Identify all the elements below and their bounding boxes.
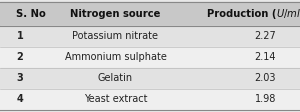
- Bar: [0, 2, 300, 26]
- Text: Gelatin: Gelatin: [98, 73, 133, 83]
- Bar: [0, 68, 300, 89]
- Text: 3: 3: [16, 73, 23, 83]
- Text: 2.03: 2.03: [254, 73, 276, 83]
- Text: Production (: Production (: [207, 9, 276, 19]
- Text: Nitrogen source: Nitrogen source: [70, 9, 161, 19]
- Bar: [0, 89, 300, 110]
- Text: $\mathbf{\it{U/ml}}$): $\mathbf{\it{U/ml}}$): [276, 7, 300, 21]
- Text: Potassium nitrate: Potassium nitrate: [73, 31, 158, 41]
- Bar: [0, 26, 300, 47]
- Text: 2: 2: [16, 52, 23, 62]
- Text: Yeast extract: Yeast extract: [84, 94, 147, 104]
- Text: 2.14: 2.14: [254, 52, 276, 62]
- Bar: [0, 47, 300, 68]
- Text: 1: 1: [16, 31, 23, 41]
- Text: S. No: S. No: [16, 9, 46, 19]
- Text: 1.98: 1.98: [255, 94, 276, 104]
- Text: 4: 4: [16, 94, 23, 104]
- Text: 2.27: 2.27: [254, 31, 276, 41]
- Text: Ammonium sulphate: Ammonium sulphate: [64, 52, 167, 62]
